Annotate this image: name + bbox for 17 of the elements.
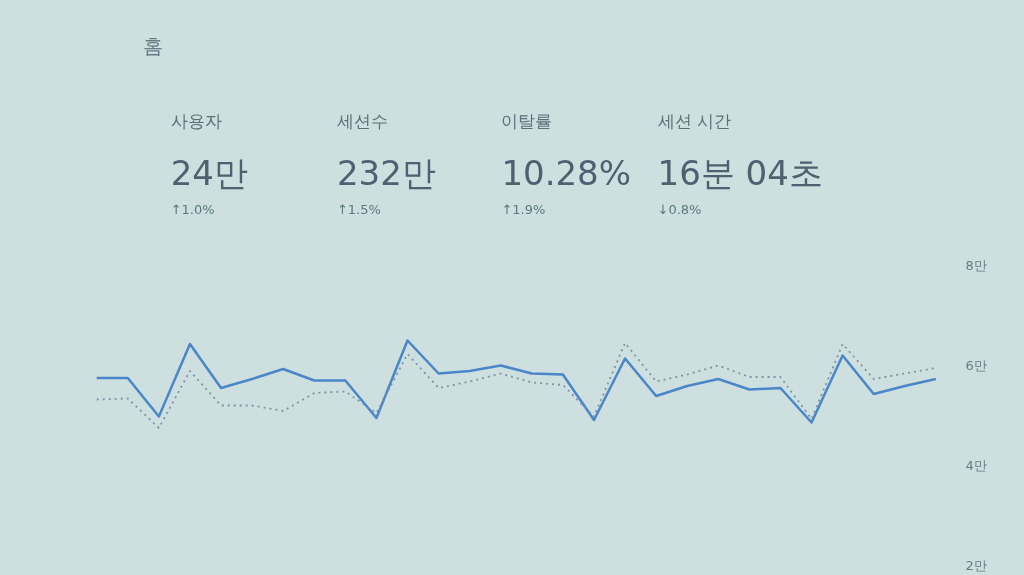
y-tick-label: 6만 [965,358,987,373]
text: 16분 04초 [657,152,823,193]
text: ↑1.0% [170,202,215,217]
text: ↓0.8% [657,202,702,217]
y-tick-label: 4만 [965,458,987,473]
text: 이탈률 [501,110,553,131]
text: 24만 [170,152,248,193]
text: 사용자 [170,110,222,131]
text: 10.28% [501,152,632,193]
text: 세션 시간 [657,110,731,131]
text: 232만 [336,152,436,193]
text: 세션수 [336,110,388,131]
text: ↑1.9% [501,202,546,217]
y-tick-label: 8만 [965,258,987,273]
text: ↑1.5% [336,202,381,217]
text: 홈 [142,33,163,58]
y-tick-label: 2만 [965,558,987,573]
